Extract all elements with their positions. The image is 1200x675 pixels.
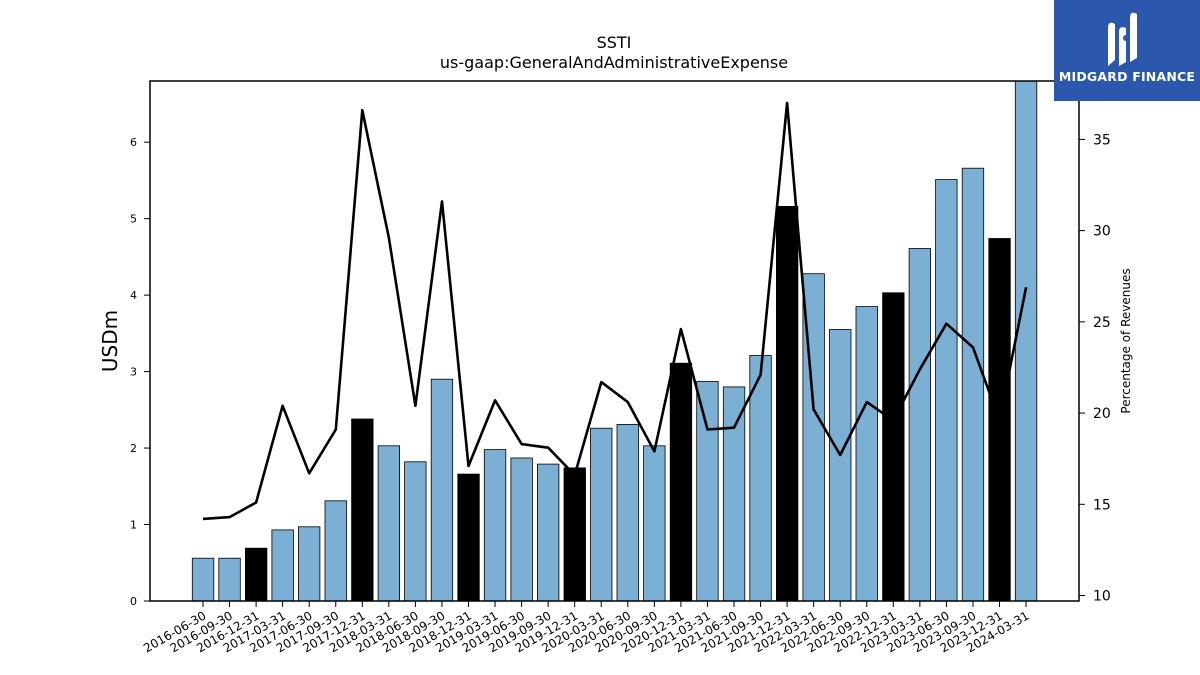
bar-2016-09-30 <box>218 557 241 602</box>
y-tick-label: 3 <box>130 366 137 379</box>
y-tick-label: 5 <box>130 213 137 226</box>
y-axis-label: USDm <box>98 310 122 372</box>
bar-2022-09-30 <box>855 306 878 602</box>
chart-title: SSTI <box>597 33 632 52</box>
bar-2018-06-30 <box>404 461 427 602</box>
bar-2021-06-30 <box>722 386 746 602</box>
bar-2017-06-30 <box>297 526 321 602</box>
y2-tick-label: 10 <box>1093 589 1111 605</box>
line-series <box>202 101 1028 521</box>
plot-frame <box>149 80 1080 602</box>
y-tick-label: 0 <box>130 595 137 608</box>
y2-tick-label: 35 <box>1093 132 1111 148</box>
bar-series <box>191 80 1038 602</box>
bar-2020-12-31 <box>669 362 693 602</box>
bar-2024-03-31 <box>1014 80 1038 602</box>
percentage-line <box>202 101 1028 521</box>
bar-2018-03-31 <box>377 445 401 602</box>
bar-2021-12-31 <box>776 205 799 602</box>
y2-axis-label: Percentage of Revenues <box>1119 268 1133 413</box>
bar-2020-09-30 <box>643 445 666 602</box>
bar-2023-09-30 <box>961 167 985 602</box>
bar-2019-03-31 <box>483 449 507 602</box>
y-axis-right: 10 15 20 25 30 35 <box>1079 132 1111 605</box>
bar-2019-09-30 <box>537 463 560 602</box>
bar-2023-03-31 <box>908 248 931 602</box>
bar-2016-06-30 <box>191 557 215 602</box>
chart-subtitle: us-gaap:GeneralAndAdministrativeExpense <box>440 53 788 72</box>
bar-2018-09-30 <box>430 378 454 602</box>
y-tick-label: 2 <box>130 442 137 455</box>
bar-2019-06-30 <box>510 457 533 602</box>
bar-2021-03-31 <box>696 381 719 602</box>
bar-2017-12-31 <box>351 418 374 602</box>
brand-logo: MIDGARD FINANCE <box>1054 0 1200 101</box>
y-tick-label: 1 <box>130 519 137 532</box>
bar-2023-06-30 <box>935 179 958 602</box>
logo-text: MIDGARD FINANCE <box>1058 69 1196 84</box>
y2-tick-label: 25 <box>1093 315 1111 331</box>
bar-2020-03-31 <box>590 427 613 602</box>
y-axis-left: 0 1 2 3 4 5 6 <box>130 136 150 608</box>
midgard-logo-icon <box>1108 12 1137 67</box>
y2-tick-label: 15 <box>1093 497 1111 513</box>
bar-2020-06-30 <box>616 423 639 602</box>
bar-2022-06-30 <box>829 329 852 602</box>
y2-tick-label: 20 <box>1093 406 1111 422</box>
y-tick-label: 4 <box>130 289 137 302</box>
y-tick-label: 6 <box>130 136 137 149</box>
x-axis: 2016-06-302016-09-302016-12-312017-03-31… <box>141 601 1032 655</box>
bar-2019-12-31 <box>563 467 586 602</box>
bar-2016-12-31 <box>244 547 268 602</box>
bar-2017-09-30 <box>324 500 347 602</box>
bar-2017-03-31 <box>271 529 294 602</box>
bar-2022-12-31 <box>882 292 905 602</box>
y2-tick-label: 30 <box>1093 224 1111 240</box>
bar-2018-12-31 <box>457 473 480 602</box>
